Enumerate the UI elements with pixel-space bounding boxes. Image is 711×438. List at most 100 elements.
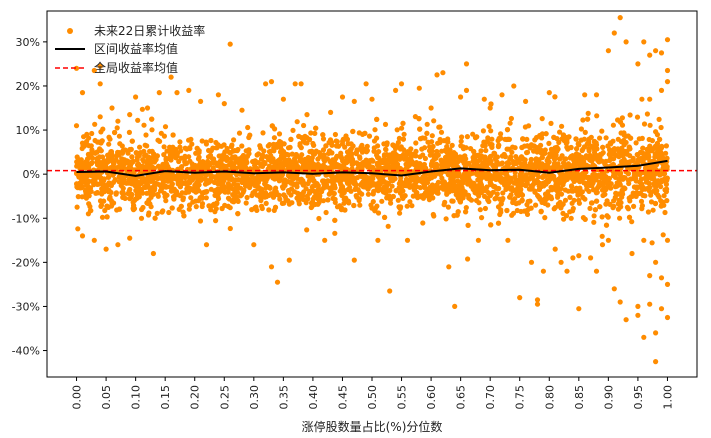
- scatter-point: [276, 192, 282, 198]
- scatter-point: [498, 178, 504, 184]
- scatter-point: [482, 143, 488, 149]
- scatter-point: [463, 205, 469, 211]
- scatter-point: [372, 208, 378, 214]
- scatter-point: [152, 215, 158, 221]
- scatter-point: [159, 209, 165, 215]
- scatter-point: [333, 138, 339, 144]
- scatter-point: [431, 156, 437, 162]
- scatter-point: [233, 165, 239, 171]
- scatter-point: [606, 175, 612, 182]
- scatter-point: [113, 153, 120, 159]
- scatter-point: [182, 145, 188, 151]
- scatter-point: [471, 180, 477, 186]
- scatter-point: [292, 81, 298, 87]
- scatter-point: [375, 143, 381, 149]
- scatter-point: [234, 148, 240, 154]
- scatter-point: [629, 219, 635, 225]
- scatter-point: [564, 268, 570, 274]
- scatter-point: [620, 186, 626, 192]
- scatter-point: [104, 203, 110, 209]
- scatter-point: [358, 173, 364, 179]
- scatter-point: [449, 152, 455, 159]
- scatter-point: [291, 181, 297, 187]
- scatter-point: [585, 110, 591, 116]
- scatter-point: [435, 152, 441, 158]
- scatter-point: [542, 150, 548, 156]
- scatter-point: [368, 202, 374, 208]
- scatter-point: [369, 164, 376, 170]
- scatter-point: [236, 130, 243, 136]
- scatter-point: [447, 147, 453, 153]
- scatter-point: [642, 175, 648, 181]
- scatter-point: [274, 279, 281, 285]
- scatter-point: [162, 194, 168, 200]
- scatter-point: [521, 157, 528, 163]
- scatter-point: [653, 359, 659, 365]
- scatter-point: [304, 227, 310, 233]
- scatter-point: [664, 237, 671, 243]
- scatter-point: [215, 92, 221, 98]
- scatter-point: [144, 105, 151, 111]
- scatter-point: [568, 144, 574, 151]
- scatter-point: [557, 156, 563, 162]
- scatter-point: [517, 156, 523, 162]
- scatter-point: [465, 222, 471, 228]
- scatter-point: [320, 198, 326, 204]
- scatter-point: [357, 202, 363, 208]
- scatter-point: [421, 183, 428, 189]
- scatter-point: [647, 273, 653, 279]
- x-tick-label: 0.05: [100, 385, 113, 410]
- scatter-point: [328, 109, 334, 115]
- scatter-point: [351, 202, 357, 209]
- scatter-point: [430, 143, 436, 150]
- scatter-point: [409, 203, 415, 209]
- scatter-point: [648, 199, 655, 205]
- scatter-point: [89, 172, 95, 179]
- scatter-point: [401, 151, 407, 157]
- scatter-point: [397, 210, 403, 216]
- scatter-point: [475, 237, 481, 243]
- scatter-point: [534, 297, 541, 303]
- scatter-point: [151, 151, 157, 157]
- scatter-point: [353, 181, 359, 188]
- scatter-point: [281, 179, 287, 185]
- scatter-point: [282, 157, 288, 163]
- scatter-point: [549, 187, 555, 193]
- scatter-point: [231, 137, 237, 143]
- scatter-point: [580, 117, 586, 123]
- scatter-point: [422, 155, 428, 162]
- scatter-point: [386, 153, 392, 159]
- x-tick-label: 0.30: [248, 385, 261, 410]
- scatter-point: [285, 145, 292, 151]
- scatter-point: [586, 148, 592, 154]
- scatter-point: [212, 209, 218, 215]
- scatter-point: [88, 143, 94, 149]
- scatter-point: [262, 160, 268, 167]
- scatter-point: [438, 129, 445, 135]
- scatter-point: [177, 144, 183, 150]
- scatter-point: [519, 192, 526, 198]
- scatter-point: [224, 157, 230, 163]
- scatter-point: [381, 152, 388, 158]
- scatter-point: [455, 195, 461, 201]
- scatter-point: [78, 162, 84, 168]
- scatter-point: [465, 181, 471, 187]
- scatter-point: [634, 114, 641, 120]
- scatter-point: [98, 175, 104, 181]
- scatter-point: [486, 123, 492, 129]
- scatter-point: [255, 151, 262, 157]
- scatter-point: [480, 188, 486, 194]
- scatter-point: [109, 105, 115, 111]
- scatter-point: [658, 145, 665, 151]
- scatter-point: [588, 255, 594, 261]
- scatter-point: [114, 125, 120, 131]
- scatter-point: [411, 161, 417, 167]
- scatter-point: [169, 205, 175, 211]
- scatter-point: [551, 206, 557, 212]
- scatter-point: [417, 126, 423, 132]
- scatter-point: [408, 146, 414, 152]
- scatter-point: [350, 128, 356, 135]
- scatter-point: [228, 143, 235, 150]
- scatter-point: [498, 131, 504, 137]
- scatter-point: [537, 196, 543, 202]
